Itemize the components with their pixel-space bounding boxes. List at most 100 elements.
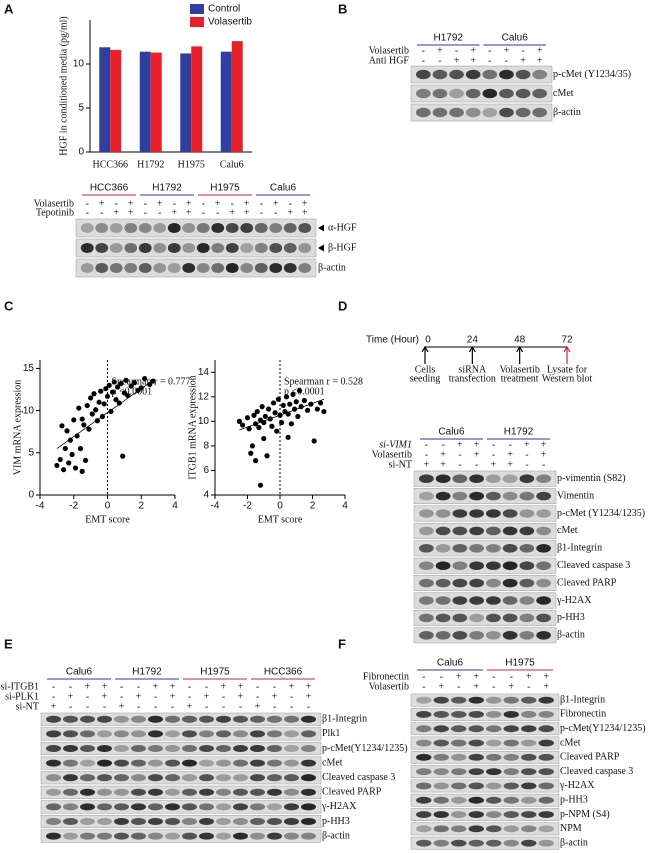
panel-letter: E	[4, 636, 13, 651]
band	[451, 739, 467, 747]
row-label: Cleaved caspase 3	[560, 766, 633, 777]
panel-letter: C	[4, 298, 14, 313]
band	[240, 242, 254, 254]
band	[254, 262, 268, 274]
treatment-sign: +	[520, 55, 526, 66]
row-label: β1-Integrin	[560, 694, 605, 705]
band	[503, 753, 519, 761]
treatment-sign: -	[222, 691, 225, 702]
band	[502, 526, 518, 536]
point	[280, 402, 286, 409]
point	[270, 400, 277, 406]
band	[182, 774, 197, 782]
band	[521, 796, 537, 804]
band	[538, 768, 554, 776]
treatment-sign: -	[307, 701, 310, 712]
timeline-event: Cells	[415, 364, 436, 375]
band	[114, 744, 129, 753]
point	[290, 391, 296, 397]
band	[538, 725, 554, 733]
band	[165, 744, 180, 753]
band	[503, 811, 519, 818]
blot-strip	[410, 693, 560, 707]
treatment-sign: -	[69, 701, 72, 712]
band	[46, 715, 61, 723]
y-tick-label: 0	[28, 490, 34, 501]
band	[433, 825, 449, 833]
band	[182, 242, 196, 254]
band	[267, 832, 282, 840]
band	[148, 730, 163, 738]
band	[433, 839, 449, 847]
treatment-sign: -	[86, 207, 89, 218]
row-label: Cleaved PARP	[557, 577, 617, 588]
row-label: Plk1	[322, 728, 340, 739]
band	[131, 788, 146, 796]
annotation: p <0.0001	[284, 386, 325, 397]
blot-strip	[413, 609, 557, 626]
treatment-sign: -	[441, 439, 444, 450]
band	[503, 796, 519, 804]
timeline-event: Western blot	[542, 373, 593, 384]
treatment-sign: -	[425, 439, 428, 450]
treatment-sign: +	[424, 459, 430, 470]
band	[216, 715, 231, 723]
row-label: cMet	[557, 525, 578, 536]
band	[536, 491, 551, 501]
treatment-sign: +	[186, 198, 192, 209]
band	[284, 715, 299, 723]
band	[267, 803, 282, 811]
treatment-sign: +	[508, 681, 514, 692]
band	[486, 613, 501, 623]
band	[486, 578, 501, 588]
timeline-time: 72	[561, 335, 573, 346]
band	[63, 788, 78, 796]
band	[63, 817, 78, 826]
treatment-sign: -	[173, 198, 176, 209]
y-tick-label: 10	[23, 405, 35, 416]
treatment-sign: -	[458, 459, 461, 470]
row-label: p-cMet(Y1234/1235)	[322, 743, 408, 754]
band-arrow	[318, 224, 324, 232]
x-tick-label: -2	[69, 501, 78, 512]
x-axis-label: EMT score	[258, 514, 303, 525]
band	[486, 491, 501, 501]
blot-strip	[75, 238, 317, 258]
band	[502, 630, 518, 640]
band	[536, 561, 551, 571]
band	[482, 88, 498, 99]
treatment-sign: -	[527, 681, 530, 692]
band	[114, 730, 129, 738]
treatment-sign: +	[457, 439, 463, 450]
band	[46, 788, 61, 796]
x-tick-label: -2	[243, 501, 252, 512]
band	[536, 613, 551, 623]
treatment-sign: -	[525, 459, 528, 470]
band	[502, 613, 518, 623]
band	[148, 759, 163, 767]
band	[97, 803, 112, 811]
band	[114, 803, 129, 811]
band	[167, 222, 181, 234]
band	[515, 107, 531, 118]
band	[97, 774, 112, 782]
timeline-event: Volasertib	[499, 364, 539, 375]
treatment-sign: -	[52, 691, 55, 702]
treatment-sign: +	[440, 449, 446, 460]
treatment-sign: +	[102, 681, 108, 692]
treatment-sign: -	[100, 207, 103, 218]
band	[515, 69, 531, 80]
treatment-sign: +	[473, 681, 479, 692]
band	[95, 222, 109, 234]
band	[435, 578, 451, 588]
treatment-sign: -	[158, 207, 161, 218]
treatment-sign: +	[470, 45, 476, 56]
band	[486, 739, 502, 747]
band	[301, 803, 316, 811]
treatment-sign: -	[525, 449, 528, 460]
treatment-sign: -	[488, 55, 491, 66]
band	[416, 739, 432, 747]
band	[283, 222, 297, 234]
point	[293, 399, 299, 405]
band	[284, 803, 299, 811]
